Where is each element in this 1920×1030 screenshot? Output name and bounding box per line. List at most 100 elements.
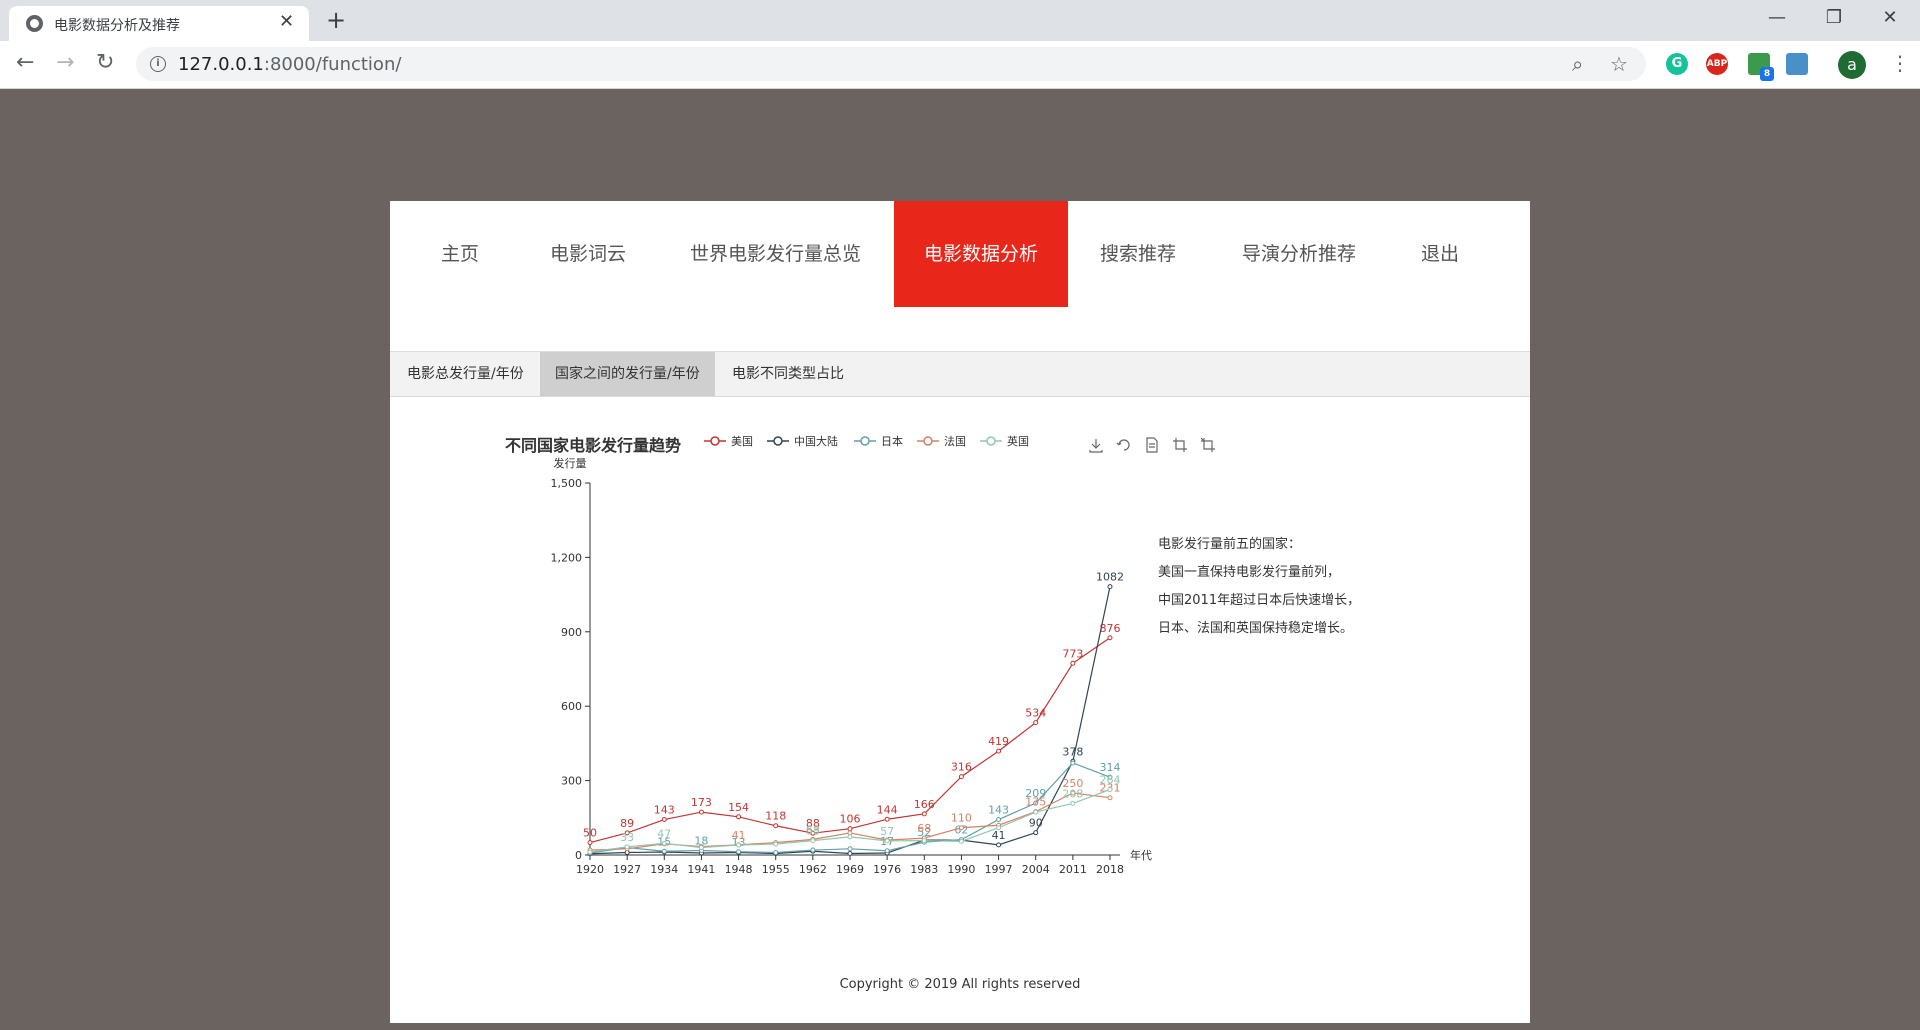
back-icon[interactable]: ← xyxy=(16,50,35,75)
data-label: 90 xyxy=(1029,817,1043,830)
data-point xyxy=(1070,660,1076,666)
data-label: 314 xyxy=(1100,761,1121,774)
data-point xyxy=(1107,635,1113,641)
forward-icon[interactable]: → xyxy=(56,50,75,75)
reload-icon[interactable]: ↻ xyxy=(96,50,115,75)
browser-tab[interactable]: 电影数据分析及推荐 ✕ xyxy=(9,6,309,41)
x-tick-label: 1948 xyxy=(725,863,753,876)
address-bar[interactable]: i 127.0.0.1:8000/function/ ⌕ ☆ xyxy=(136,47,1646,81)
x-tick-label: 1962 xyxy=(799,863,827,876)
page-card: 主页 电影词云 世界电影发行量总览 电影数据分析 搜索推荐 导演分析推荐 退出 … xyxy=(390,201,1530,1023)
y-tick-label: 600 xyxy=(561,700,582,713)
zoom-icon[interactable] xyxy=(1173,438,1187,452)
data-point xyxy=(773,841,779,847)
y-tick-label: 900 xyxy=(561,626,582,639)
new-tab-button[interactable]: + xyxy=(326,6,347,34)
note-line: 美国一直保持电影发行量前列， xyxy=(1158,565,1341,580)
nav-item-director-recommend[interactable]: 导演分析推荐 xyxy=(1242,243,1357,265)
data-point xyxy=(736,849,742,855)
data-label: 209 xyxy=(1025,787,1046,800)
data-point xyxy=(996,748,1002,754)
data-label: 143 xyxy=(988,804,1009,817)
data-point xyxy=(773,850,779,856)
data-point xyxy=(1033,830,1039,836)
data-label: 110 xyxy=(951,812,972,825)
chart-title: 不同国家电影发行量趋势 xyxy=(505,436,681,455)
chart-subtabs: 电影总发行量/年份 国家之间的发行量/年份 电影不同类型占比 xyxy=(390,351,1530,397)
data-label: 773 xyxy=(1062,647,1083,660)
data-label: 173 xyxy=(691,796,712,809)
data-view-icon[interactable] xyxy=(1146,437,1158,453)
data-label: 250 xyxy=(1062,777,1083,790)
data-point xyxy=(587,840,593,846)
more-menu-icon[interactable]: ⋮ xyxy=(1890,51,1910,75)
download-icon[interactable] xyxy=(1089,439,1103,453)
data-point xyxy=(847,851,853,857)
tab-total-by-year[interactable]: 电影总发行量/年份 xyxy=(407,366,524,382)
nav-item-search-recommend[interactable]: 搜索推荐 xyxy=(1100,243,1177,265)
data-point xyxy=(847,846,853,852)
data-label: 175 xyxy=(1025,796,1046,809)
note-line: 中国2011年超过日本后快速增长， xyxy=(1158,593,1361,608)
refresh-icon[interactable] xyxy=(1116,439,1130,451)
data-label: 166 xyxy=(914,798,935,811)
data-point xyxy=(773,823,779,829)
data-point xyxy=(958,774,964,780)
data-label: 534 xyxy=(1025,707,1046,720)
data-label: 208 xyxy=(1062,787,1083,800)
y-axis-label: 发行量 xyxy=(554,456,587,470)
close-tab-icon[interactable]: ✕ xyxy=(279,11,295,32)
nav-item-wordcloud[interactable]: 电影词云 xyxy=(550,243,627,265)
close-window-icon[interactable]: ✕ xyxy=(1882,7,1898,28)
data-point xyxy=(1107,584,1113,590)
x-tick-label: 1976 xyxy=(873,863,901,876)
data-label: 18 xyxy=(694,835,708,848)
x-tick-label: 1920 xyxy=(576,863,604,876)
zoom-reset-icon[interactable] xyxy=(1200,437,1215,452)
tab-genre-share[interactable]: 电影不同类型占比 xyxy=(732,366,844,382)
legend-label: 日本 xyxy=(881,434,903,448)
profile-avatar[interactable]: a xyxy=(1838,51,1866,79)
info-icon[interactable]: i xyxy=(150,56,166,72)
nav-item-home[interactable]: 主页 xyxy=(440,243,479,265)
legend-marker xyxy=(710,436,720,446)
data-label: 89 xyxy=(620,817,634,830)
data-label: 68 xyxy=(917,822,931,835)
browser-toolbar: ← → ↻ i 127.0.0.1:8000/function/ ⌕ ☆ G A… xyxy=(0,41,1920,89)
legend-marker xyxy=(773,436,783,446)
data-label: 154 xyxy=(728,801,749,814)
legend-marker xyxy=(923,436,933,446)
x-axis-label: 年代 xyxy=(1130,848,1152,862)
tab-country-by-year[interactable]: 国家之间的发行量/年份 xyxy=(540,352,715,396)
nav-item-logout[interactable]: 退出 xyxy=(1420,243,1459,265)
data-point xyxy=(810,838,816,844)
bookmark-star-icon[interactable]: ☆ xyxy=(1610,52,1628,76)
data-point xyxy=(698,845,704,851)
data-point xyxy=(1033,809,1039,815)
adblock-icon[interactable]: ABP xyxy=(1706,53,1728,75)
x-tick-label: 1941 xyxy=(687,863,715,876)
data-point xyxy=(996,817,1002,823)
minimize-icon[interactable]: — xyxy=(1768,7,1786,28)
data-point xyxy=(810,847,816,853)
legend-marker xyxy=(860,436,870,446)
legend-label: 英国 xyxy=(1007,434,1029,448)
data-point xyxy=(810,830,816,836)
restore-icon[interactable]: ❐ xyxy=(1825,7,1843,28)
grammarly-icon[interactable]: G xyxy=(1666,53,1688,75)
zoom-icon[interactable]: ⌕ xyxy=(1572,52,1584,76)
data-point xyxy=(1070,760,1076,766)
url-text[interactable]: 127.0.0.1:8000/function/ xyxy=(178,54,402,75)
browser-tab-strip: 电影数据分析及推荐 ✕ + — ❐ ✕ xyxy=(0,0,1920,41)
nav-item-data-analysis[interactable]: 电影数据分析 xyxy=(894,201,1068,307)
translate-icon[interactable] xyxy=(1786,53,1808,75)
nav-item-world-overview[interactable]: 世界电影发行量总览 xyxy=(690,243,862,265)
chart-notes: 电影发行量前五的国家： 美国一直保持电影发行量前列， 中国2011年超过日本后快… xyxy=(1158,531,1360,643)
data-point xyxy=(921,838,927,844)
data-label: 47 xyxy=(657,827,671,840)
data-label: 50 xyxy=(583,827,597,840)
x-tick-label: 1969 xyxy=(836,863,864,876)
x-tick-label: 1997 xyxy=(985,863,1013,876)
data-point xyxy=(847,830,853,836)
x-tick-label: 2004 xyxy=(1022,863,1050,876)
